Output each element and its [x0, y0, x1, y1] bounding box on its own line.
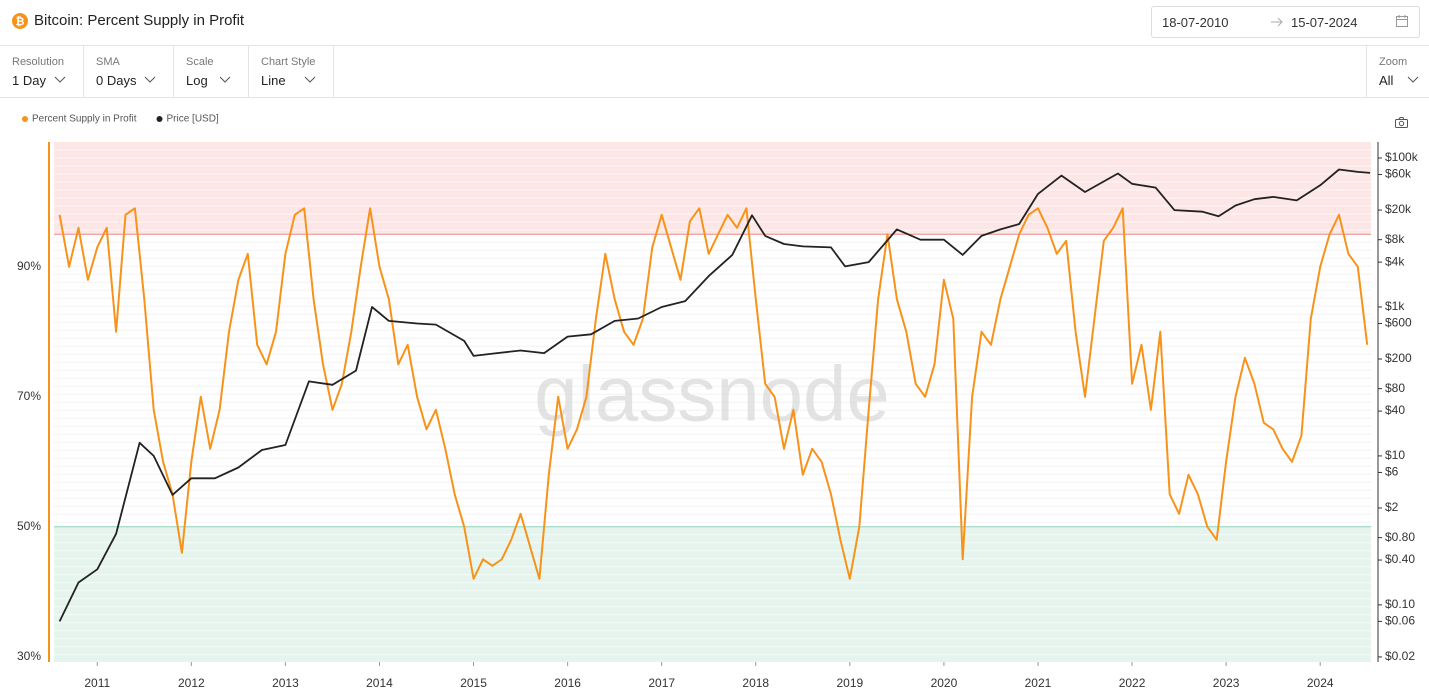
y2-tick-label: $0.02 [1385, 649, 1415, 663]
y2-tick-label: $200 [1385, 351, 1412, 365]
y2-tick-label: $80 [1385, 381, 1405, 395]
y-tick-label: 50% [17, 519, 41, 533]
price-line [58, 168, 1371, 622]
chevron-icon [304, 76, 316, 83]
x-tick-label: 2018 [742, 676, 769, 690]
y2-tick-label: $8k [1385, 232, 1405, 246]
x-tick-label: 2012 [178, 676, 205, 690]
coin-icon: ₿ [12, 13, 28, 29]
control-value[interactable]: 0 Days [96, 73, 137, 88]
x-tick-label: 2017 [648, 676, 675, 690]
y-tick-label: 70% [17, 389, 41, 403]
toolbar-control[interactable]: Chart Style Line [249, 46, 334, 97]
legend-label[interactable]: Percent Supply in Profit [32, 114, 137, 125]
x-tick-label: 2013 [272, 676, 299, 690]
x-tick-label: 2022 [1119, 676, 1146, 690]
y2-tick-label: $4k [1385, 254, 1405, 268]
x-tick-label: 2023 [1213, 676, 1240, 690]
x-tick-label: 2019 [836, 676, 863, 690]
y2-tick-label: $600 [1385, 316, 1412, 330]
toolbar: Resolution 1 Day SMA 0 Days Scale Log Chart St… [0, 46, 1429, 98]
profit-zone [54, 142, 1371, 235]
y2-tick-label: $20k [1385, 202, 1412, 216]
control-value[interactable]: All [1379, 73, 1394, 88]
x-tick-label: 2024 [1307, 676, 1334, 690]
y2-tick-label: $0.10 [1385, 597, 1415, 611]
page-title: Bitcoin: Percent Supply in Profit [34, 12, 245, 29]
legend-marker [156, 116, 163, 122]
date-range[interactable]: 18-07-2010 15-07-2024 [1151, 6, 1420, 38]
x-tick-label: 2014 [366, 676, 393, 690]
x-tick-label: 2020 [931, 676, 958, 690]
chevron-icon [1407, 76, 1419, 83]
y2-tick-label: $10 [1385, 448, 1405, 462]
control-value[interactable]: 1 Day [12, 73, 46, 88]
chevron-icon [144, 76, 156, 83]
loss-zone [54, 526, 1371, 662]
calendar-icon[interactable] [1395, 14, 1409, 28]
control-value[interactable]: Line [261, 73, 286, 88]
control-value[interactable]: Log [186, 73, 208, 88]
watermark: glassnode [534, 350, 890, 438]
svg-text:₿: ₿ [16, 16, 25, 28]
y-tick-label: 30% [17, 649, 41, 663]
arrow-icon [1271, 17, 1283, 27]
y2-tick-label: $1k [1385, 299, 1405, 313]
zoom-control[interactable]: Zoom All [1366, 46, 1429, 97]
date-to[interactable]: 15-07-2024 [1291, 15, 1358, 30]
y2-tick-label: $0.06 [1385, 614, 1415, 628]
x-tick-label: 2015 [460, 676, 487, 690]
toolbar-control[interactable]: Scale Log [174, 46, 249, 97]
legend-marker [22, 116, 28, 122]
y2-tick-label: $6 [1385, 465, 1399, 479]
control-label: Scale [186, 56, 214, 68]
header: ₿ Bitcoin: Percent Supply in Profit 18-0… [0, 0, 1429, 46]
y2-tick-label: $100k [1385, 150, 1419, 164]
y-tick-label: 90% [17, 259, 41, 273]
legend-label[interactable]: Price [USD] [167, 114, 219, 125]
y2-tick-label: $60k [1385, 167, 1412, 181]
y2-tick-label: $0.40 [1385, 552, 1415, 566]
control-label: Resolution [12, 56, 64, 68]
chevron-icon [219, 76, 231, 83]
date-from[interactable]: 18-07-2010 [1162, 15, 1229, 30]
y2-tick-label: $2 [1385, 500, 1399, 514]
toolbar-control[interactable]: Resolution 1 Day [0, 46, 84, 97]
control-label: Zoom [1379, 56, 1408, 68]
chevron-icon [54, 76, 66, 83]
camera-icon[interactable] [1395, 117, 1408, 128]
control-label: SMA [96, 56, 120, 68]
toolbar-control[interactable]: SMA 0 Days [84, 46, 174, 97]
y2-tick-label: $40 [1385, 403, 1405, 417]
x-tick-label: 2011 [84, 676, 110, 690]
supply-line [58, 207, 1369, 580]
x-tick-label: 2021 [1025, 676, 1052, 690]
control-label: Chart Style [261, 56, 316, 68]
x-tick-label: 2016 [554, 676, 581, 690]
y2-tick-label: $0.80 [1385, 530, 1415, 544]
